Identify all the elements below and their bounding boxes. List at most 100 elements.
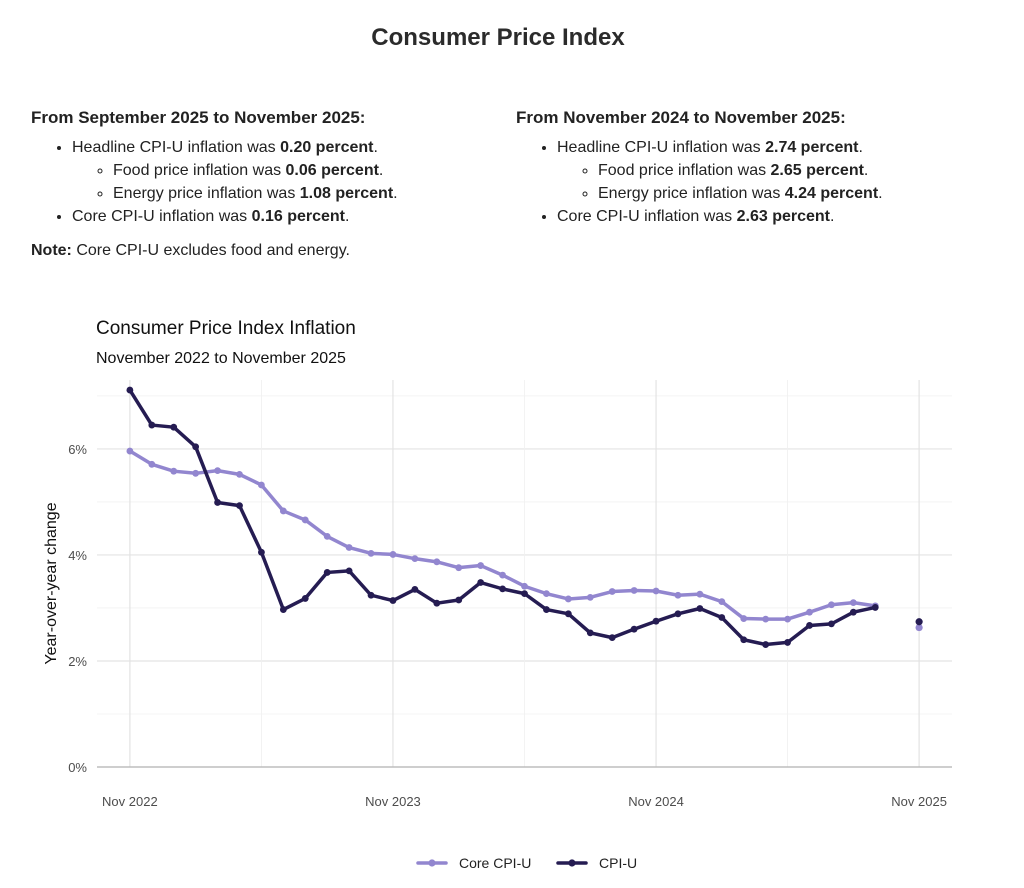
data-point [455, 564, 463, 572]
data-point [806, 622, 813, 629]
food-value: 2.65 percent [770, 162, 864, 179]
energy-item: Energy price inflation was 1.08 percent. [113, 182, 491, 205]
data-point [608, 588, 616, 595]
summary-twelve-month: From November 2024 to November 2025: Hea… [516, 106, 986, 228]
data-point [477, 579, 485, 586]
data-point [455, 596, 463, 604]
data-point [521, 590, 528, 598]
data-point [170, 423, 178, 431]
x-tick-label: Nov 2025 [891, 794, 947, 809]
data-point [696, 590, 704, 598]
chart-title: Consumer Price Index Inflation [96, 318, 356, 339]
data-point [236, 470, 243, 478]
data-point [323, 532, 331, 540]
summary-heading: From November 2024 to November 2025: [516, 108, 846, 127]
data-point [740, 636, 748, 644]
data-point [740, 615, 748, 622]
data-point [784, 615, 791, 623]
data-point [279, 507, 287, 515]
data-point [849, 608, 857, 616]
data-point [345, 544, 353, 551]
data-point [806, 608, 813, 616]
core-value: 0.16 percent [251, 208, 346, 225]
summary-list: Headline CPI-U inflation was 0.20 percen… [31, 136, 491, 228]
core-item: Core CPI-U inflation was 0.16 percent. [72, 205, 491, 228]
y-tick-label: 0% [68, 760, 87, 775]
data-point [192, 443, 200, 451]
legend-item: CPI-U [556, 855, 637, 871]
data-point [389, 597, 397, 604]
energy-value: 1.08 percent [299, 185, 394, 202]
data-point [148, 460, 156, 468]
y-tick-label: 6% [68, 442, 87, 457]
data-point [871, 604, 879, 611]
data-point [258, 548, 265, 556]
food-value: 0.06 percent [285, 162, 379, 179]
data-point [236, 502, 243, 510]
data-point [170, 467, 178, 475]
summary-list: Headline CPI-U inflation was 2.74 percen… [516, 136, 986, 228]
legend-label: CPI-U [599, 855, 637, 871]
food-item: Food price inflation was 0.06 percent. [113, 159, 491, 182]
data-point [762, 615, 770, 623]
y-tick-label: 2% [68, 654, 87, 669]
data-point [301, 516, 309, 524]
legend: Core CPI-U CPI-U [416, 855, 637, 871]
legend-label: Core CPI-U [459, 855, 531, 871]
data-point [433, 599, 441, 607]
data-point [630, 625, 638, 633]
headline-value: 2.74 percent [765, 139, 859, 156]
data-point [214, 467, 221, 475]
data-point [915, 618, 923, 626]
data-point [148, 421, 156, 429]
headline-item: Headline CPI-U inflation was 0.20 percen… [72, 136, 491, 205]
data-point [323, 569, 331, 576]
chart-subtitle: November 2022 to November 2025 [96, 350, 346, 367]
note: Note: Core CPI-U excludes food and energ… [31, 242, 350, 259]
data-point [126, 386, 134, 394]
data-point [126, 447, 134, 455]
data-point [499, 585, 506, 593]
series [126, 386, 923, 648]
data-point [718, 614, 726, 621]
data-point [477, 562, 485, 569]
data-point [630, 587, 638, 594]
grid [97, 380, 952, 767]
data-point [411, 586, 419, 593]
x-tick-label: Nov 2022 [102, 794, 158, 809]
data-point [586, 593, 594, 601]
summary-heading: From September 2025 to November 2025: [31, 108, 366, 127]
core-item: Core CPI-U inflation was 2.63 percent. [557, 205, 986, 228]
data-point [762, 641, 770, 648]
legend-swatch-point [568, 859, 576, 867]
y-axis-label: Year-over-year change [43, 502, 60, 664]
data-point [696, 605, 704, 612]
data-point [214, 499, 221, 506]
legend-swatch-point [428, 859, 436, 867]
series-cpi-u [126, 386, 923, 648]
axes: 0% 2% 4% 6% Nov 2022 Nov 2023 Nov 2024 Nov 2025… [43, 442, 952, 809]
data-point [828, 620, 835, 628]
data-point [433, 558, 441, 566]
series-line [128, 388, 878, 647]
data-point [718, 598, 726, 605]
summary-three-month: From September 2025 to November 2025: He… [31, 106, 491, 262]
food-item: Food price inflation was 2.65 percent. [598, 159, 986, 182]
data-point [521, 582, 528, 590]
data-point [828, 601, 835, 609]
data-point [192, 469, 200, 477]
data-point [411, 555, 419, 563]
headline-value: 0.20 percent [280, 139, 374, 156]
legend-item: Core CPI-U [416, 855, 531, 871]
series-core-cpi-u [126, 447, 923, 632]
energy-value: 4.24 percent [784, 185, 879, 202]
data-point [279, 606, 287, 613]
data-point [564, 610, 572, 618]
core-value: 2.63 percent [736, 208, 831, 225]
data-point [674, 591, 682, 599]
data-point [784, 639, 791, 646]
headline-item: Headline CPI-U inflation was 2.74 percen… [557, 136, 986, 205]
data-point [915, 623, 923, 632]
data-point [389, 551, 397, 558]
data-point [258, 481, 265, 489]
